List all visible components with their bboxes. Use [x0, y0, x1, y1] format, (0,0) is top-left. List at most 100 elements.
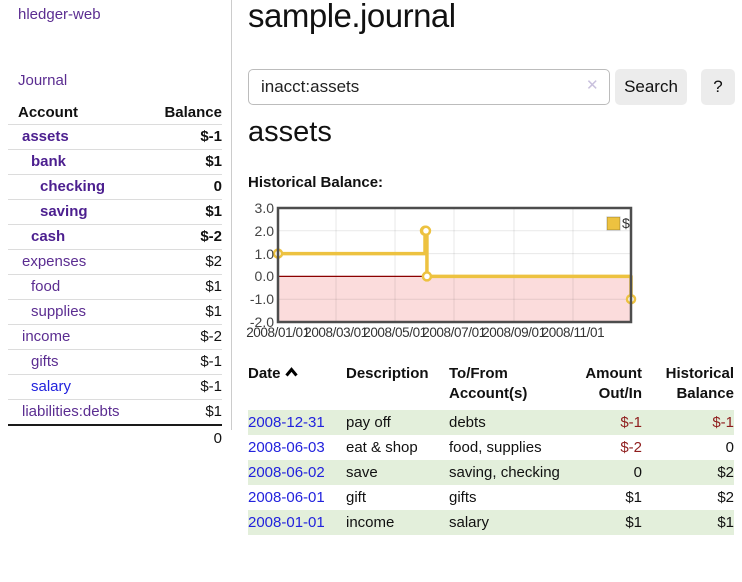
- account-name-cell: liabilities:debts: [8, 400, 149, 426]
- transaction-description: save: [346, 464, 378, 481]
- account-balance-value: 0: [213, 178, 222, 195]
- account-balance-value: $2: [205, 253, 222, 270]
- account-row: income $-2: [8, 324, 222, 350]
- account-name-cell: saving: [8, 200, 149, 225]
- account-name-cell: cash: [8, 225, 149, 250]
- y-axis-tick-label: -1.0: [249, 291, 274, 308]
- account-name-cell: salary: [8, 375, 149, 400]
- transaction-row: 2008-01-01 income salary $1 $1: [248, 510, 734, 535]
- account-row: expenses $2: [8, 249, 222, 275]
- transaction-balance: 0: [725, 439, 734, 456]
- x-axis-tick-label: 2008/11/01: [541, 325, 605, 340]
- transaction-accounts: saving, checking: [449, 464, 560, 481]
- account-name-cell: checking: [8, 175, 149, 200]
- account-balance-value: $-1: [200, 353, 222, 370]
- transaction-accounts: gifts: [449, 489, 477, 506]
- account-row: bank $1: [8, 149, 222, 175]
- sidebar-account-link[interactable]: checking: [40, 178, 106, 195]
- account-name-cell: assets: [8, 125, 149, 150]
- transaction-date-link[interactable]: 2008-01-01: [248, 514, 325, 531]
- account-balance-table: Account Balance assets $-1 bank $1 checking 0…: [8, 101, 222, 452]
- transaction-date-cell: 2008-06-02: [248, 460, 346, 485]
- chart-legend: $: [606, 215, 630, 231]
- spacer-cell: [8, 425, 149, 452]
- transaction-date-link[interactable]: 2008-06-01: [248, 489, 325, 506]
- sidebar-account-link[interactable]: saving: [40, 203, 88, 220]
- transaction-date-link[interactable]: 2008-06-02: [248, 464, 325, 481]
- transaction-date-link[interactable]: 2008-12-31: [248, 414, 325, 431]
- transaction-date-cell: 2008-01-01: [248, 510, 346, 535]
- account-row: assets $-1: [8, 124, 222, 150]
- historical-balance-chart: $3.0 2.0 1.0 0.0 -1.0 -2.0 2008/01/01 2008/03/0…: [246, 200, 742, 345]
- description-header: Description: [346, 365, 429, 382]
- search-form: ✕ Search ?: [248, 69, 742, 105]
- transaction-date-link[interactable]: 2008-06-03: [248, 439, 325, 456]
- account-row: checking 0: [8, 174, 222, 200]
- transaction-description: eat & shop: [346, 439, 418, 456]
- sidebar-account-link[interactable]: gifts: [31, 353, 59, 370]
- y-axis-tick-label: 1.0: [254, 245, 274, 262]
- transaction-row: 2008-06-01 gift gifts $1 $2: [248, 485, 734, 510]
- sort-ascending-icon: [284, 364, 298, 384]
- transaction-date-cell: 2008-06-01: [248, 485, 346, 510]
- transaction-date-cell: 2008-12-31: [248, 410, 346, 435]
- transaction-accounts: debts: [449, 414, 486, 431]
- sidebar-account-link[interactable]: food: [31, 278, 61, 295]
- chart-title: Historical Balance:: [248, 174, 384, 191]
- amount-header: Amount Out/In: [585, 365, 642, 402]
- transaction-balance: $1: [717, 514, 734, 531]
- account-row: food $1: [8, 274, 222, 300]
- account-balance-value: $-2: [200, 228, 222, 245]
- brand-link[interactable]: hledger-web: [18, 6, 101, 23]
- account-name-cell: bank: [8, 150, 149, 175]
- date-sort-header[interactable]: Date: [248, 362, 346, 410]
- transaction-balance: $2: [717, 464, 734, 481]
- y-axis-tick-label: 0.0: [254, 268, 274, 285]
- x-axis-tick-label: 2008/09/01: [482, 325, 546, 340]
- account-balance-value: $1: [205, 203, 222, 220]
- account-balance-value: $-1: [200, 128, 222, 145]
- balance-total-row: 0: [8, 425, 222, 452]
- account-row: salary $-1: [8, 374, 222, 400]
- sidebar-account-link[interactable]: income: [22, 328, 71, 345]
- sidebar-account-link[interactable]: salary: [31, 378, 72, 395]
- transaction-amount: $-1: [620, 414, 642, 431]
- transaction-description: pay off: [346, 414, 391, 431]
- sidebar-item-journal[interactable]: Journal: [18, 72, 68, 89]
- sidebar-account-link[interactable]: supplies: [31, 303, 87, 320]
- transaction-row: 2008-12-31 pay off debts $-1 $-1: [248, 410, 734, 435]
- account-balance-value: $1: [205, 403, 222, 420]
- search-input[interactable]: [248, 69, 610, 105]
- search-button[interactable]: Search: [615, 69, 687, 105]
- transaction-balance: $-1: [712, 414, 734, 431]
- transaction-description: income: [346, 514, 395, 531]
- transaction-accounts: salary: [449, 514, 490, 531]
- account-table-body: assets $-1 bank $1 checking 0 saving $1 cash $-2 e…: [8, 124, 222, 426]
- clear-search-icon[interactable]: ✕: [586, 77, 599, 94]
- account-row: saving $1: [8, 199, 222, 225]
- transaction-row: 2008-06-03 eat & shop food, supplies $-2 0: [248, 435, 734, 460]
- account-row: supplies $1: [8, 299, 222, 325]
- register-table: Date Description To/From Account(s) Amou…: [248, 362, 734, 535]
- sidebar-account-link[interactable]: bank: [31, 153, 67, 170]
- account-heading: assets: [248, 116, 332, 148]
- account-row: gifts $-1: [8, 349, 222, 375]
- sidebar: hledger-web Journal Account Balance asse…: [0, 0, 232, 447]
- transaction-amount: 0: [633, 464, 642, 481]
- y-axis-tick-label: -2.0: [249, 314, 274, 330]
- account-balance-value: $-2: [200, 328, 222, 345]
- sidebar-account-link[interactable]: expenses: [22, 253, 87, 270]
- help-button[interactable]: ?: [701, 69, 735, 105]
- transaction-balance: $2: [717, 489, 734, 506]
- y-axis-tick-label: 2.0: [254, 222, 274, 239]
- sidebar-account-link[interactable]: cash: [31, 228, 66, 245]
- account-row: liabilities:debts $1: [8, 399, 222, 426]
- sidebar-account-link[interactable]: assets: [22, 128, 69, 145]
- sidebar-account-link[interactable]: liabilities:debts: [22, 403, 120, 420]
- legend-series-label: $: [622, 215, 630, 231]
- x-axis-tick-label: 2008/05/01: [363, 325, 427, 340]
- register-header-row: Date Description To/From Account(s) Amou…: [248, 362, 734, 410]
- account-balance-value: $1: [205, 153, 222, 170]
- main-content: sample.journal ✕ Search ? assets Histori…: [246, 0, 742, 582]
